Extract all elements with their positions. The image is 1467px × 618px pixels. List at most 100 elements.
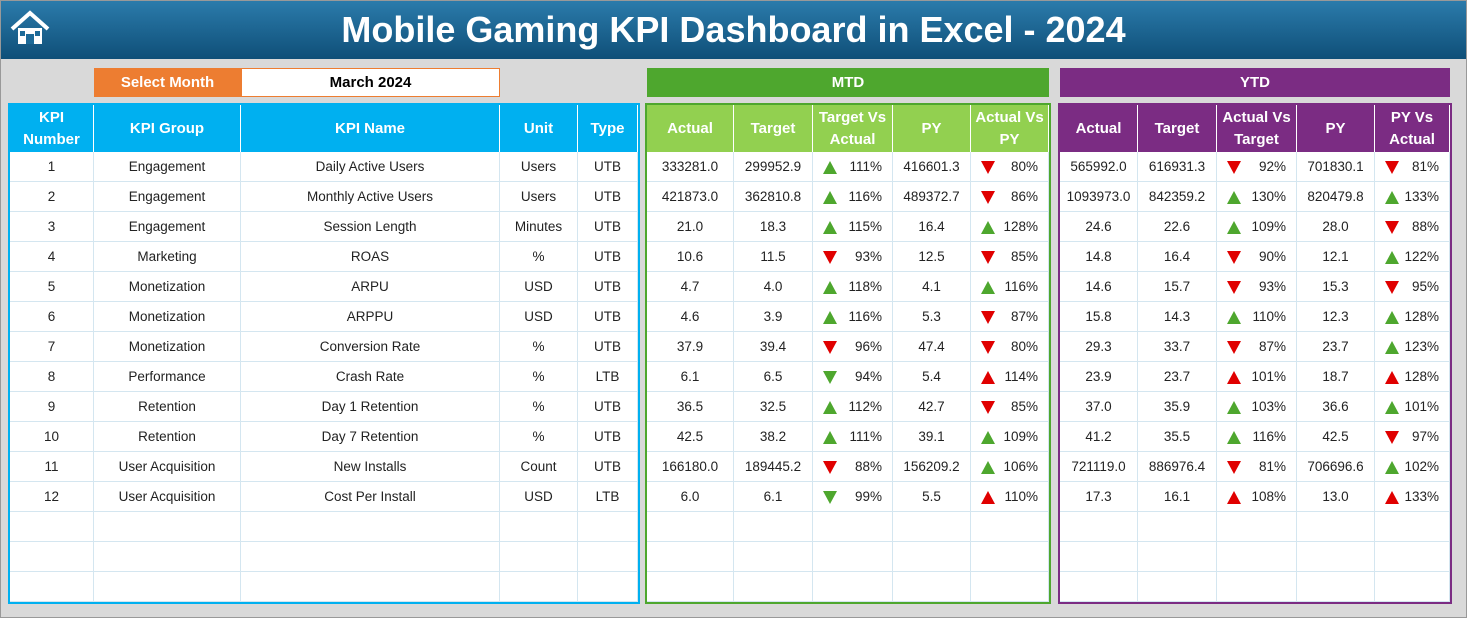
trend-arrow xyxy=(1385,251,1399,264)
column-header: Target xyxy=(734,105,813,152)
cell: % xyxy=(500,422,578,452)
cell: 93% xyxy=(1217,272,1297,302)
cell: 81% xyxy=(1217,452,1297,482)
trend-arrow xyxy=(823,221,837,234)
cell: 85% xyxy=(971,242,1049,272)
cell: 93% xyxy=(813,242,893,272)
trend-arrow xyxy=(1385,161,1399,174)
cell: 133% xyxy=(1375,482,1450,512)
cell: 118% xyxy=(813,272,893,302)
column-header: Actual Vs PY xyxy=(971,105,1049,152)
empty-cell xyxy=(1297,512,1375,542)
cell: 706696.6 xyxy=(1297,452,1375,482)
trend-arrow xyxy=(1385,221,1399,234)
cell: 33.7 xyxy=(1138,332,1217,362)
empty-cell xyxy=(10,572,94,602)
cell: 109% xyxy=(1217,212,1297,242)
cell: LTB xyxy=(578,362,638,392)
empty-cell xyxy=(1297,542,1375,572)
empty-cell xyxy=(813,542,893,572)
cell: 36.6 xyxy=(1297,392,1375,422)
empty-cell xyxy=(1138,542,1217,572)
column-header: Actual Vs Target xyxy=(1217,105,1297,152)
cell: 110% xyxy=(971,482,1049,512)
empty-cell xyxy=(500,512,578,542)
cell: 6.1 xyxy=(647,362,734,392)
empty-cell xyxy=(1060,572,1138,602)
empty-cell xyxy=(1060,512,1138,542)
cell: 133% xyxy=(1375,182,1450,212)
trend-arrow xyxy=(1385,401,1399,414)
cell: 35.9 xyxy=(1138,392,1217,422)
empty-cell xyxy=(1217,542,1297,572)
cell: 4.7 xyxy=(647,272,734,302)
select-label: Select Month xyxy=(94,68,241,97)
cell: Users xyxy=(500,152,578,182)
cell: 18.7 xyxy=(1297,362,1375,392)
cell: 101% xyxy=(1375,392,1450,422)
cell: 166180.0 xyxy=(647,452,734,482)
cell: 110% xyxy=(1217,302,1297,332)
cell: Retention xyxy=(94,392,241,422)
cell: ROAS xyxy=(241,242,500,272)
mtd-banner: MTD xyxy=(647,68,1049,97)
empty-cell xyxy=(647,572,734,602)
cell: 123% xyxy=(1375,332,1450,362)
cell: Retention xyxy=(94,422,241,452)
home-icon[interactable] xyxy=(9,9,51,47)
cell: 8 xyxy=(10,362,94,392)
trend-arrow xyxy=(823,401,837,414)
cell: 128% xyxy=(971,212,1049,242)
cell: 7 xyxy=(10,332,94,362)
column-header: Target xyxy=(1138,105,1217,152)
cell: UTB xyxy=(578,452,638,482)
cell: 21.0 xyxy=(647,212,734,242)
trend-arrow xyxy=(823,371,837,384)
trend-arrow xyxy=(981,491,995,504)
trend-arrow xyxy=(1385,311,1399,324)
cell: 13.0 xyxy=(1297,482,1375,512)
column-header: KPI Group xyxy=(94,105,241,152)
cell: 6 xyxy=(10,302,94,332)
trend-arrow xyxy=(981,341,995,354)
cell: 4.1 xyxy=(893,272,971,302)
cell: 6.5 xyxy=(734,362,813,392)
title-bar: Mobile Gaming KPI Dashboard in Excel - 2… xyxy=(1,1,1466,59)
empty-cell xyxy=(500,542,578,572)
empty-cell xyxy=(1297,572,1375,602)
cell: ARPU xyxy=(241,272,500,302)
cell: 5.3 xyxy=(893,302,971,332)
month-select[interactable]: March 2024 xyxy=(241,68,500,97)
empty-cell xyxy=(94,542,241,572)
trend-arrow xyxy=(1227,281,1241,294)
cell: Crash Rate xyxy=(241,362,500,392)
cell: 130% xyxy=(1217,182,1297,212)
cell: Engagement xyxy=(94,212,241,242)
trend-arrow xyxy=(981,371,995,384)
cell: 14.3 xyxy=(1138,302,1217,332)
cell: 14.6 xyxy=(1060,272,1138,302)
cell: 114% xyxy=(971,362,1049,392)
trend-arrow xyxy=(1227,311,1241,324)
cell: 23.7 xyxy=(1297,332,1375,362)
cell: 4.0 xyxy=(734,272,813,302)
cell: % xyxy=(500,332,578,362)
cell: 16.4 xyxy=(1138,242,1217,272)
cell: 37.9 xyxy=(647,332,734,362)
cell: 416601.3 xyxy=(893,152,971,182)
column-header: KPI Name xyxy=(241,105,500,152)
trend-arrow xyxy=(1227,251,1241,264)
cell: 23.9 xyxy=(1060,362,1138,392)
cell: 122% xyxy=(1375,242,1450,272)
empty-cell xyxy=(500,572,578,602)
cell: 886976.4 xyxy=(1138,452,1217,482)
cell: 116% xyxy=(813,302,893,332)
empty-cell xyxy=(241,542,500,572)
empty-cell xyxy=(893,512,971,542)
cell: USD xyxy=(500,482,578,512)
cell: 1 xyxy=(10,152,94,182)
trend-arrow xyxy=(981,161,995,174)
cell: UTB xyxy=(578,182,638,212)
cell: 103% xyxy=(1217,392,1297,422)
cell: 39.4 xyxy=(734,332,813,362)
